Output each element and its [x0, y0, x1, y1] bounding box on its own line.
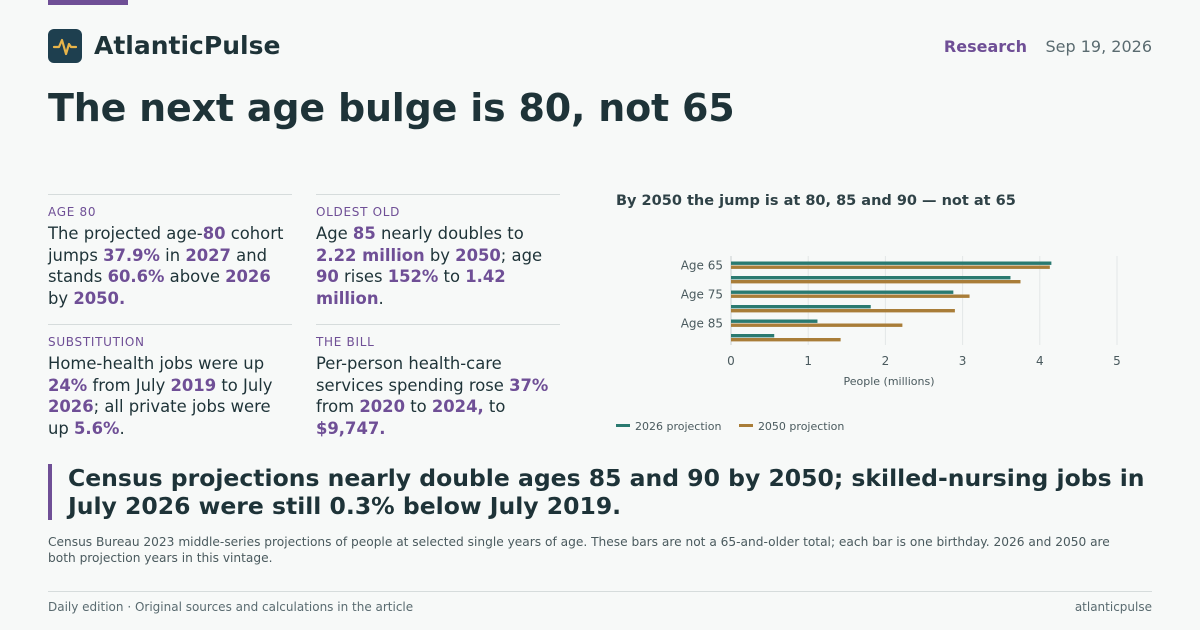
x-tick-label: 0	[727, 354, 735, 368]
stat-card-substitution: SUBSTITUTION Home-health jobs were up 24…	[48, 324, 292, 440]
header: AtlanticPulse Research Sep 19, 2026	[48, 28, 1152, 64]
accent-bar	[48, 0, 128, 5]
pull-quote: Census projections nearly double ages 85…	[48, 464, 1158, 520]
stat-card-age-80: AGE 80 The projected age-80 cohort jumps…	[48, 194, 292, 310]
card-kicker: THE BILL	[316, 335, 375, 349]
bar	[731, 280, 1021, 284]
x-tick-label: 4	[1036, 354, 1044, 368]
legend-label: 2050 projection	[757, 420, 845, 433]
chart-legend: 2026 projection 2050 projection	[616, 420, 858, 433]
card-body: Home-health jobs were up 24% from July 2…	[48, 354, 273, 439]
card-kicker: SUBSTITUTION	[48, 335, 145, 349]
y-category-label: Age 85	[681, 317, 723, 331]
highlight-value: 2050.	[73, 289, 126, 309]
highlight-value: 2026	[48, 397, 94, 417]
highlight-value: 24%	[48, 375, 88, 395]
footer-divider	[48, 591, 1152, 592]
section-link[interactable]: Research	[943, 37, 1027, 56]
highlight-value: 2019	[170, 375, 217, 395]
legend-swatch	[738, 423, 753, 427]
publish-date: Sep 19, 2026	[1045, 37, 1153, 56]
legend-swatch	[616, 423, 630, 427]
y-category-label: Age 75	[681, 288, 723, 302]
footer-site[interactable]: atlanticpulse	[1074, 600, 1152, 614]
legend-item-2050: 2050 projection	[738, 420, 845, 433]
highlight-value: 2020	[359, 397, 405, 417]
bar-chart: 0 1 2 3 4 5 Age 65 Age 75 Age 85 People (millions…	[681, 256, 1121, 388]
brand-name[interactable]: AtlanticPulse	[94, 31, 281, 60]
highlight-value: 80	[202, 224, 226, 243]
bar	[731, 323, 903, 327]
x-tick-label: 2	[882, 354, 890, 368]
highlight-value: 2024,	[431, 397, 484, 417]
bar	[731, 290, 954, 294]
card-kicker: AGE 80	[48, 205, 97, 219]
bar	[731, 294, 970, 298]
highlight-value: 2026	[225, 267, 271, 287]
x-tick-label: 5	[1113, 354, 1121, 368]
highlight-value: 90	[316, 267, 339, 287]
x-tick-label: 1	[804, 354, 812, 368]
pulse-icon[interactable]	[48, 29, 82, 63]
bar	[731, 261, 1052, 265]
bar	[731, 309, 955, 313]
stat-card-the-bill: THE BILL Per-person health-care services…	[316, 324, 560, 440]
card-body: The projected age-80 cohort jumps 37.9% …	[48, 224, 284, 309]
highlight-value: $9,747.	[316, 419, 386, 439]
bar	[731, 265, 1050, 269]
highlight-value: 60.6%	[107, 267, 165, 287]
highlight-value: 2.22 million	[316, 245, 425, 265]
x-tick-label: 3	[959, 354, 967, 368]
highlight-value: 2050	[455, 245, 501, 265]
bar	[731, 319, 818, 323]
bar	[731, 305, 871, 309]
chart-note: Census Bureau 2023 middle-series project…	[48, 535, 1110, 565]
highlight-value: 2027	[185, 245, 231, 265]
highlight-value: 152%	[387, 267, 439, 287]
pull-quote-text: Census projections nearly double ages 85…	[68, 464, 1145, 520]
bar	[731, 334, 775, 338]
card-body: Per-person health-care services spending…	[316, 354, 549, 439]
footer-edition: Daily edition · Original sources and cal…	[48, 600, 414, 614]
x-axis-title: People (millions)	[844, 375, 935, 388]
bar	[731, 276, 1011, 280]
y-category-label: Age 65	[681, 259, 723, 273]
stat-card-oldest-old: OLDEST OLD Age 85 nearly doubles to 2.22…	[316, 194, 560, 310]
highlight-value: 37%	[509, 375, 549, 395]
legend-label: 2026 projection	[635, 420, 722, 433]
highlight-value: 85	[352, 224, 376, 243]
highlight-value: 37.9%	[103, 245, 160, 265]
card-body: Age 85 nearly doubles to 2.22 million by…	[316, 224, 543, 309]
bar	[731, 338, 841, 342]
card-kicker: OLDEST OLD	[316, 205, 401, 219]
headline: The next age bulge is 80, not 65	[48, 86, 735, 130]
highlight-value: 1.42 million	[316, 267, 506, 309]
legend-item-2026: 2026 projection	[616, 420, 721, 433]
chart-title: By 2050 the jump is at 80, 85 and 90 — n…	[616, 193, 1016, 209]
highlight-value: 5.6%	[74, 419, 120, 439]
